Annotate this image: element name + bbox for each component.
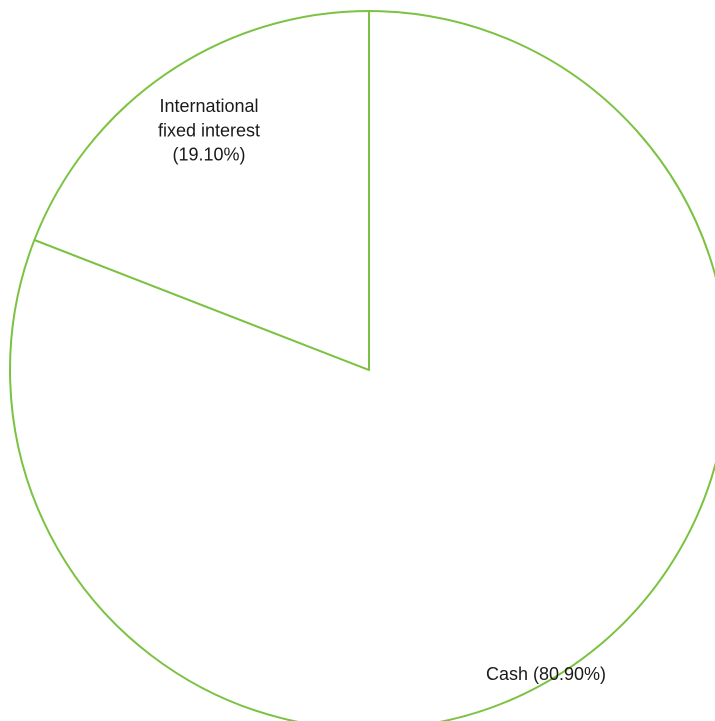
slice-label-international-fixed-interest: International fixed interest (19.10%): [158, 96, 260, 165]
pie-slices: [9, 10, 715, 721]
slice-label-cash: Cash (80.90%): [486, 664, 606, 684]
pie-slice-international-fixed-interest: [33, 10, 370, 371]
pie-slice-cash: [9, 10, 715, 721]
pie-labels: Cash (80.90%) International fixed interes…: [158, 96, 606, 684]
